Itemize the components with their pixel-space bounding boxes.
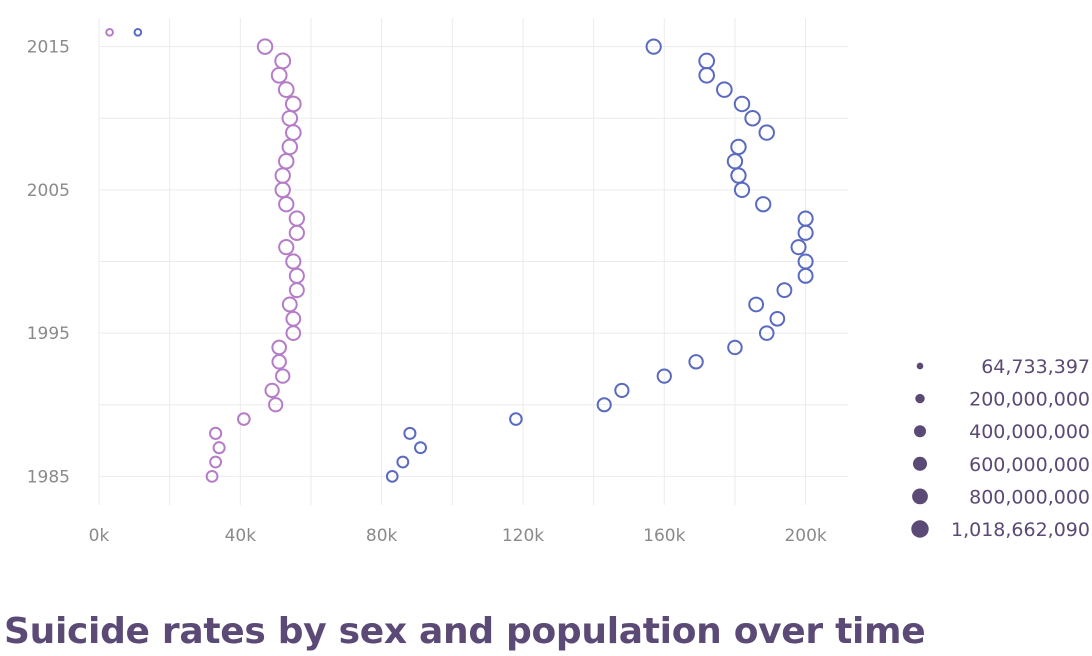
size-legend-marker bbox=[915, 393, 925, 404]
data-point bbox=[769, 310, 786, 327]
y-tick-label: 2005 bbox=[27, 181, 70, 201]
data-point bbox=[730, 167, 747, 184]
y-axis: 1985 1995 2005 2015 bbox=[27, 38, 70, 488]
size-legend-marker bbox=[913, 425, 927, 438]
data-point bbox=[288, 282, 305, 299]
data-point bbox=[403, 426, 417, 440]
x-tick-label: 200k bbox=[784, 526, 826, 546]
size-legend: 64,733,397 200,000,000 400,000,000 600,000,… bbox=[911, 356, 1090, 541]
data-point bbox=[205, 469, 219, 483]
data-point bbox=[288, 224, 305, 241]
y-tick-label: 2015 bbox=[27, 38, 70, 58]
data-point bbox=[105, 28, 114, 37]
data-point bbox=[212, 441, 226, 455]
data-points bbox=[105, 28, 814, 483]
data-point bbox=[281, 138, 299, 156]
data-point bbox=[614, 382, 630, 399]
y-tick-label: 1985 bbox=[27, 467, 70, 487]
data-point bbox=[133, 28, 143, 37]
data-point bbox=[278, 152, 295, 170]
data-point bbox=[288, 267, 305, 284]
data-point bbox=[797, 210, 814, 227]
grid-lines bbox=[98, 18, 848, 505]
data-point bbox=[385, 470, 399, 483]
size-legend-label: 800,000,000 bbox=[969, 486, 1090, 508]
data-point bbox=[237, 412, 251, 426]
data-point bbox=[278, 239, 295, 256]
size-legend-marker bbox=[911, 520, 929, 538]
chart-title: Suicide rates by sex and population over… bbox=[4, 611, 926, 652]
data-point bbox=[509, 412, 523, 426]
data-point bbox=[209, 455, 222, 469]
size-legend-label: 400,000,000 bbox=[969, 421, 1090, 443]
data-point bbox=[396, 455, 410, 469]
data-point bbox=[271, 339, 287, 356]
data-point bbox=[264, 382, 280, 399]
data-point bbox=[268, 397, 284, 413]
x-tick-label: 0k bbox=[89, 526, 110, 546]
size-legend-marker bbox=[912, 488, 928, 505]
size-legend-label: 200,000,000 bbox=[969, 389, 1090, 411]
data-point bbox=[698, 52, 716, 70]
x-tick-label: 120k bbox=[502, 526, 544, 546]
data-point bbox=[256, 38, 274, 55]
data-point bbox=[277, 81, 295, 98]
x-axis: 0k 40k 80k 120k 160k 200k bbox=[89, 526, 827, 546]
data-point bbox=[275, 368, 291, 384]
data-point bbox=[645, 38, 662, 55]
data-point bbox=[797, 253, 814, 270]
data-point bbox=[688, 354, 704, 370]
data-point bbox=[288, 210, 306, 227]
data-point bbox=[758, 325, 775, 341]
size-legend-label: 1,018,662,090 bbox=[951, 519, 1090, 541]
data-point bbox=[716, 81, 733, 98]
data-point bbox=[278, 196, 295, 213]
size-legend-label: 64,733,397 bbox=[981, 356, 1090, 378]
size-legend-label: 600,000,000 bbox=[969, 454, 1090, 476]
data-point bbox=[790, 239, 807, 256]
data-point bbox=[414, 441, 427, 455]
data-point bbox=[656, 368, 672, 384]
data-point bbox=[730, 138, 747, 156]
data-point bbox=[698, 66, 715, 84]
data-point bbox=[755, 196, 772, 213]
data-point bbox=[271, 354, 287, 370]
data-point bbox=[733, 95, 751, 113]
data-point bbox=[285, 310, 302, 327]
x-tick-label: 40k bbox=[225, 526, 257, 546]
y-tick-label: 1995 bbox=[27, 324, 70, 344]
data-point bbox=[208, 426, 223, 440]
data-point bbox=[284, 95, 302, 113]
x-tick-label: 80k bbox=[366, 526, 398, 546]
data-point bbox=[596, 397, 612, 413]
data-point bbox=[270, 66, 288, 84]
data-point bbox=[748, 296, 765, 313]
data-point bbox=[274, 167, 291, 184]
data-point bbox=[274, 52, 292, 70]
size-legend-marker bbox=[912, 456, 928, 471]
scatter-chart: 0k 40k 80k 120k 160k 200k 1985 1995 2005 2015 64… bbox=[27, 18, 1090, 546]
data-point bbox=[281, 296, 298, 313]
data-point bbox=[285, 253, 302, 270]
data-point bbox=[758, 124, 775, 141]
data-point bbox=[744, 110, 761, 127]
size-legend-marker bbox=[916, 362, 924, 370]
data-point bbox=[776, 282, 793, 299]
x-tick-label: 160k bbox=[643, 526, 685, 546]
data-point bbox=[727, 339, 743, 356]
data-point bbox=[285, 124, 302, 141]
